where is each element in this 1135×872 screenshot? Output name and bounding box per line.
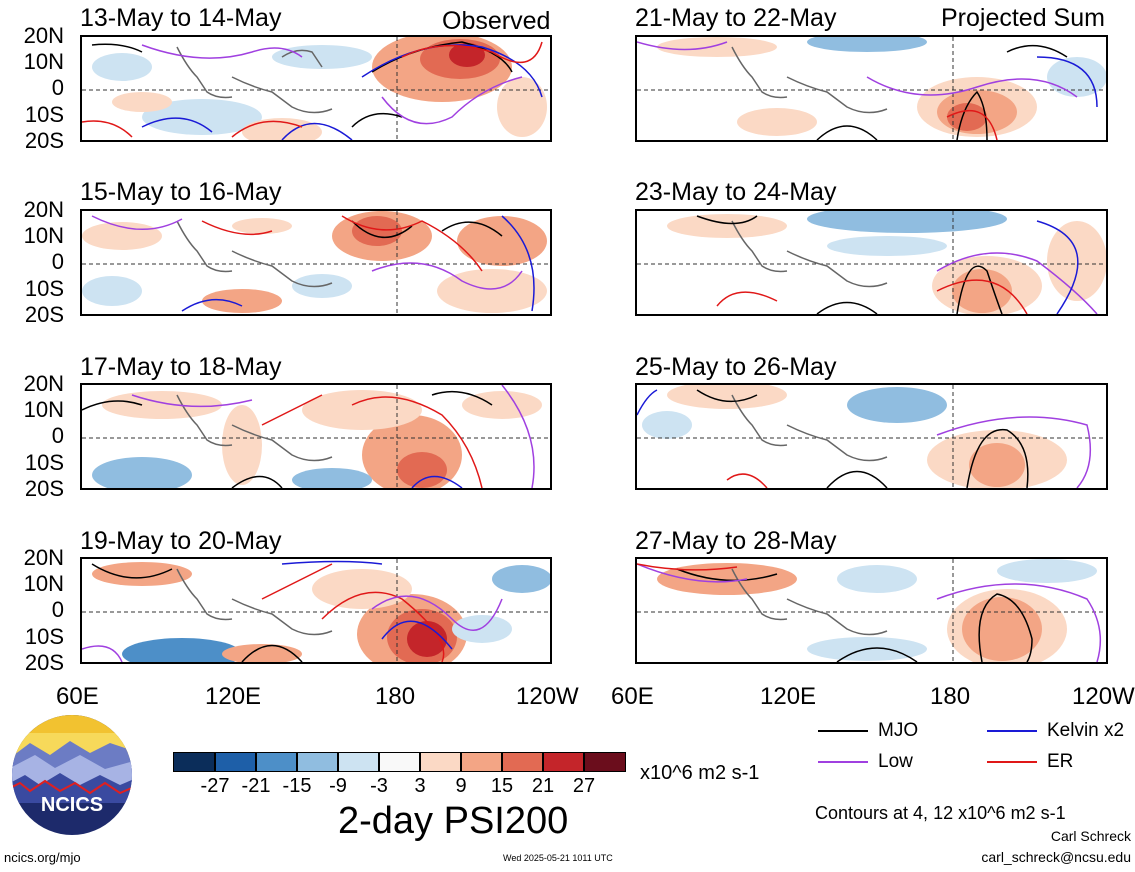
lon-label: 120W bbox=[1072, 683, 1135, 710]
colorbar-label: -21 bbox=[241, 775, 271, 797]
lon-label: 60E bbox=[56, 683, 99, 710]
timestamp: Wed 2025-05-21 1011 UTC bbox=[503, 853, 613, 863]
colorbar-cell bbox=[173, 752, 215, 772]
figure-title: 2-day PSI200 bbox=[338, 800, 569, 842]
map-panel-observed-4 bbox=[80, 557, 552, 664]
contour-note: Contours at 4, 12 x10^6 m2 s-1 bbox=[815, 803, 1066, 823]
lat-label: 10S bbox=[24, 624, 64, 649]
ncics-logo: NCICS bbox=[10, 713, 134, 837]
lat-label: 20N bbox=[23, 545, 64, 570]
colorbar-cell bbox=[584, 752, 626, 772]
colorbar-cell bbox=[420, 752, 461, 772]
lat-label: 10N bbox=[23, 49, 64, 74]
lon-label: 120E bbox=[760, 683, 817, 710]
legend-label-mjo: MJO bbox=[878, 720, 919, 741]
panel-title: 15-May to 16-May bbox=[80, 178, 282, 206]
panel-tag-projected: Projected Sum bbox=[941, 4, 1105, 32]
colorbar-label: -3 bbox=[370, 775, 388, 797]
lat-label: 10N bbox=[23, 571, 64, 596]
colorbar-label: 27 bbox=[572, 775, 596, 797]
panel-title: 19-May to 20-May bbox=[80, 527, 282, 555]
panel-title: 25-May to 26-May bbox=[635, 353, 837, 381]
map-panel-observed-1 bbox=[80, 35, 552, 142]
lat-label: 10N bbox=[23, 397, 64, 422]
colorbar-cell bbox=[256, 752, 297, 772]
lat-label: 10S bbox=[24, 276, 64, 301]
lon-label: 120E bbox=[205, 683, 262, 710]
colorbar-label: -15 bbox=[282, 775, 312, 797]
panel-title: 27-May to 28-May bbox=[635, 527, 837, 555]
colorbar-label: -9 bbox=[329, 775, 347, 797]
lat-label: 0 bbox=[51, 75, 64, 100]
lat-label: 20S bbox=[24, 128, 64, 153]
map-panel-projected-4 bbox=[635, 557, 1108, 664]
lat-label: 20N bbox=[23, 371, 64, 396]
colorbar-cell bbox=[379, 752, 420, 772]
colorbar-label: 15 bbox=[490, 775, 514, 797]
lat-label: 20N bbox=[23, 23, 64, 48]
lat-label: 0 bbox=[51, 249, 64, 274]
map-panel-observed-3 bbox=[80, 383, 552, 490]
panel-title: 17-May to 18-May bbox=[80, 353, 282, 381]
lat-label: 20N bbox=[23, 197, 64, 222]
panel-title: 21-May to 22-May bbox=[635, 4, 837, 32]
colorbar-label: 21 bbox=[531, 775, 555, 797]
legend-label-low: Low bbox=[878, 751, 913, 772]
website-link[interactable]: ncics.org/mjo bbox=[4, 850, 81, 865]
panel-title: 23-May to 24-May bbox=[635, 178, 837, 206]
lon-label: 60E bbox=[611, 683, 654, 710]
logo-text: NCICS bbox=[41, 794, 103, 816]
author-name: Carl Schreck bbox=[1050, 828, 1131, 844]
lat-label: 0 bbox=[51, 423, 64, 448]
lat-label: 0 bbox=[51, 597, 64, 622]
colorbar-cell bbox=[297, 752, 338, 772]
legend-label-er: ER bbox=[1047, 751, 1074, 772]
author-email: carl_schreck@ncsu.edu bbox=[981, 849, 1131, 865]
legend-line-mjo bbox=[818, 730, 868, 732]
panel-tag-observed: Observed bbox=[442, 7, 551, 35]
lat-label: 10N bbox=[23, 223, 64, 248]
lon-label: 180 bbox=[375, 683, 416, 710]
panel-title: 13-May to 14-May bbox=[80, 4, 282, 32]
lon-label: 180 bbox=[930, 683, 971, 710]
map-panel-observed-2 bbox=[80, 209, 552, 316]
colorbar-cell bbox=[461, 752, 502, 772]
colorbar-label: -27 bbox=[200, 775, 230, 797]
colorbar-cell bbox=[215, 752, 256, 772]
lat-label: 10S bbox=[24, 102, 64, 127]
colorbar-label: 3 bbox=[414, 775, 426, 797]
lat-label: 20S bbox=[24, 650, 64, 675]
lon-label: 120W bbox=[516, 683, 579, 710]
lat-label: 10S bbox=[24, 450, 64, 475]
legend-line-er bbox=[987, 761, 1037, 763]
map-panel-projected-1 bbox=[635, 35, 1108, 142]
colorbar-units: x10^6 m2 s-1 bbox=[640, 762, 760, 784]
colorbar-cell bbox=[543, 752, 584, 772]
lat-label: 20S bbox=[24, 476, 64, 501]
colorbar-cell bbox=[502, 752, 543, 772]
legend-label-kelvin: Kelvin x2 bbox=[1047, 720, 1125, 741]
colorbar-cell bbox=[338, 752, 379, 772]
lat-label: 20S bbox=[24, 302, 64, 327]
map-panel-projected-2 bbox=[635, 209, 1108, 316]
legend-line-kelvin bbox=[987, 730, 1037, 732]
colorbar-label: 9 bbox=[455, 775, 467, 797]
map-panel-projected-3 bbox=[635, 383, 1108, 490]
legend-line-low bbox=[818, 761, 868, 763]
